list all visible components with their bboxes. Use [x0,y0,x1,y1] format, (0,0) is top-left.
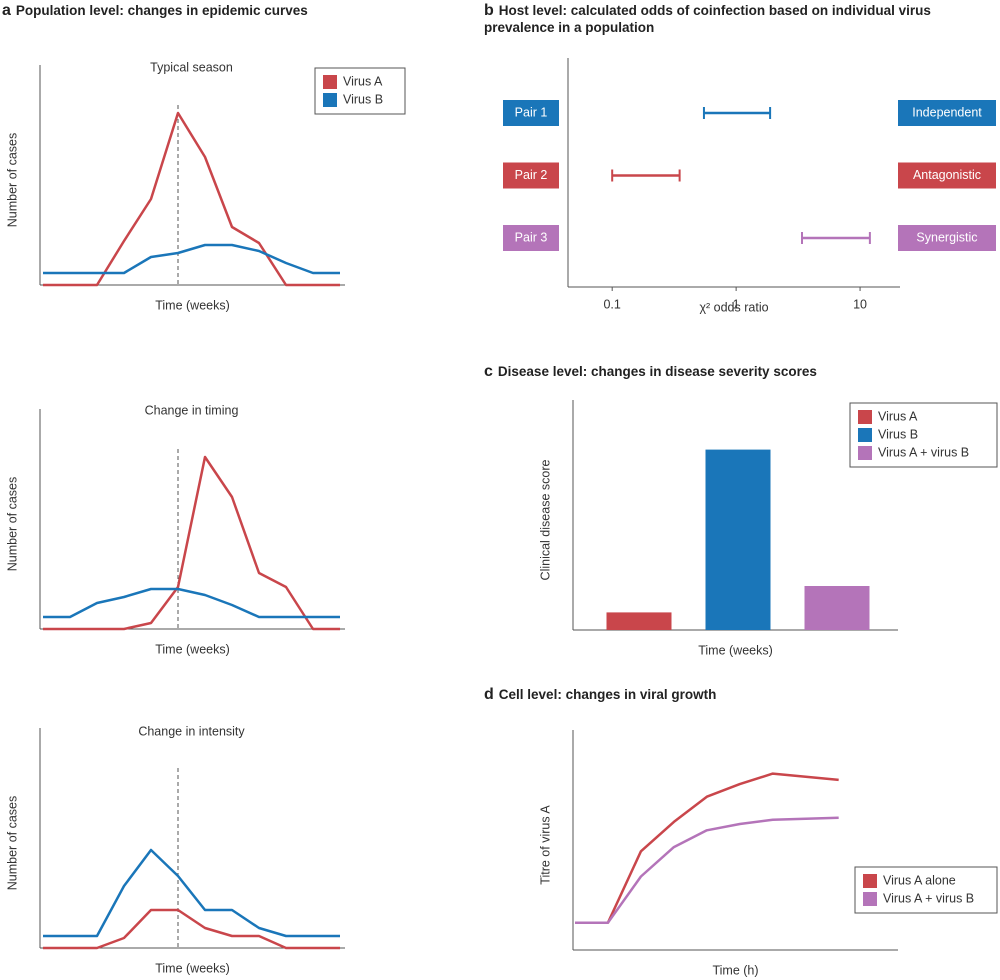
x-tick-label: 0.1 [603,297,620,311]
legend-label: Virus A + virus B [883,891,974,905]
effect-label: Independent [912,105,982,119]
pair-box [503,100,559,126]
legend-label: Virus A [878,409,918,423]
chart-title: Typical season [150,60,233,74]
bar [705,449,771,630]
legend-swatch [858,446,872,460]
pair-box [503,162,559,189]
pair-label: Pair 1 [515,105,548,119]
pair-label: Pair 2 [515,168,548,182]
panel-letter: a [2,2,11,19]
legend-label: Virus A + virus B [878,445,969,459]
legend-box [849,402,998,468]
pair-box [503,225,559,251]
series-line [43,111,340,287]
panel-heading: c Disease level: changes in disease sever… [484,363,984,380]
legend-swatch [858,410,872,424]
series-line [43,908,340,950]
legend-label: Virus B [343,92,383,106]
effect-box [898,225,996,251]
panel-letter: c [484,363,493,380]
heading-text: Cell level: changes in viral growth [498,687,717,702]
y-axis-label: Number of cases [5,796,19,890]
heading-text: Population level: changes in epidemic cu… [15,3,308,18]
legend-label: Virus A [343,74,383,88]
chart-title: Change in timing [145,403,239,417]
effect-box [898,100,996,126]
effect-box [898,162,996,189]
y-axis-label: Titre of virus A [538,805,552,885]
legend-label: Virus B [878,427,918,441]
series-line [43,455,340,631]
series-line [575,816,839,924]
y-axis-label: Number of cases [5,477,19,571]
legend-swatch [863,874,877,888]
effect-label: Antagonistic [913,168,981,182]
legend-box [854,866,998,914]
legend-swatch [323,75,337,89]
x-axis-label: Time (weeks) [155,642,230,656]
bar [804,586,870,630]
panel-letter: b [484,2,494,19]
series-line [43,243,340,275]
chart-title: Change in intensity [138,724,245,738]
x-axis-label: Time (weeks) [698,643,773,657]
y-axis-label: Clinical disease score [538,460,552,581]
legend-swatch [863,892,877,906]
pair-label: Pair 3 [515,230,548,244]
panel-heading: d Cell level: changes in viral growth [484,686,984,703]
x-tick-label: 1 [733,297,740,311]
legend-swatch [858,428,872,442]
series-line [43,848,340,938]
x-axis-label: Time (weeks) [155,298,230,312]
x-axis-label: Time (weeks) [155,961,230,975]
effect-label: Synergistic [916,230,977,244]
y-axis-label: Number of cases [5,133,19,227]
heading-text: Disease level: changes in disease severi… [497,364,817,379]
x-axis-label: Time (h) [712,963,758,977]
heading-text: Host level: calculated odds of coinfecti… [484,3,931,35]
series-line [575,772,839,924]
panel-heading: b Host level: calculated odds of coinfect… [484,2,984,36]
legend-label: Virus A alone [883,873,956,887]
legend-swatch [323,93,337,107]
x-tick-label: 10 [853,297,867,311]
series-line [43,587,340,619]
panel-letter: d [484,686,494,703]
bar [606,612,672,630]
x-axis-label: χ² odds ratio [699,300,768,314]
panel-heading: a Population level: changes in epidemic c… [2,2,442,19]
